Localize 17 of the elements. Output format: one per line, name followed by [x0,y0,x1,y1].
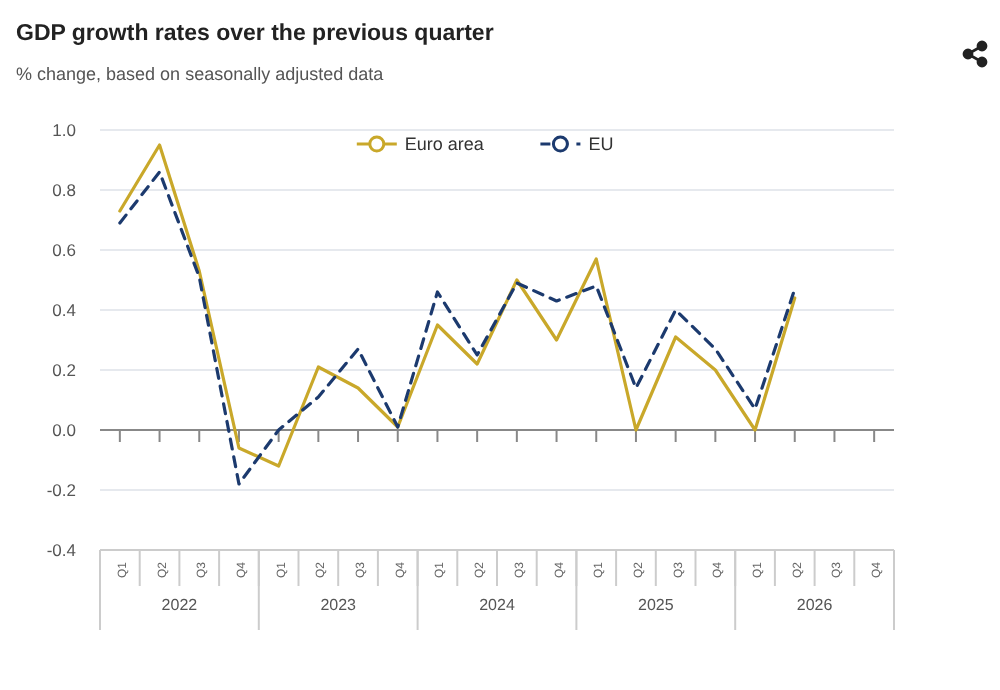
y-tick-label: -0.2 [46,480,77,500]
text: 2024 [479,596,516,614]
text: 2026 [796,596,834,614]
chart-title: GDP growth rates over the previous quarter [16,22,495,46]
text: 2025 [638,596,675,614]
y-tick-label: 0.0 [52,420,77,440]
y-tick-label: 0.2 [52,360,77,380]
legend-label: Euro area [404,134,484,154]
text: 2022 [161,596,199,614]
y-tick-label: -0.4 [46,540,77,560]
chart-subtitle: % change, based on seasonally adjusted data [16,64,384,84]
text: 2023 [320,596,358,614]
y-tick-label: 0.6 [52,240,77,260]
legend-label: EU [588,134,614,154]
y-tick-label: 0.8 [52,180,77,200]
y-tick-label: 0.4 [52,300,77,320]
y-tick-label: 1.0 [52,120,77,140]
